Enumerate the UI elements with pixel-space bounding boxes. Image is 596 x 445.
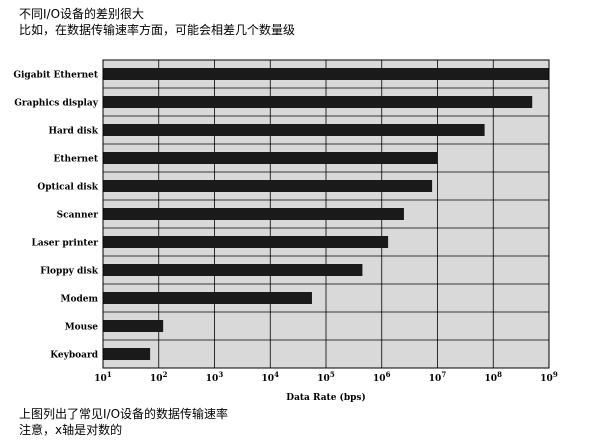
category-label: Hard disk xyxy=(48,127,98,137)
heading-text: 不同I/O设备的差别很大 xyxy=(19,7,145,21)
bar xyxy=(103,96,533,108)
category-label: Keyboard xyxy=(50,351,98,361)
bar xyxy=(103,208,404,220)
intro-text: 比如，在数据传输速率方面，可能会相差几个数量级 xyxy=(19,23,296,37)
x-tick-labels: 101 102 103 104 105 106 107 108 109 xyxy=(94,370,558,384)
x-tick-label: 101 xyxy=(94,370,112,384)
x-tick-label: 102 xyxy=(150,370,168,384)
plot-border xyxy=(102,59,550,369)
x-tick-label: 109 xyxy=(540,370,558,384)
bar xyxy=(103,152,438,164)
caption-text: 上图列出了常见I/O设备的数据传输速率 xyxy=(19,407,229,421)
bar xyxy=(103,348,151,360)
x-tick-label: 108 xyxy=(485,370,503,384)
category-labels: Gigabit Ethernet Graphics display Hard dis… xyxy=(13,71,99,361)
bar xyxy=(103,264,363,276)
bar xyxy=(103,124,485,136)
category-label: Optical disk xyxy=(37,183,98,193)
category-label: Gigabit Ethernet xyxy=(13,71,99,81)
bar xyxy=(103,180,433,192)
x-tick-label: 106 xyxy=(373,370,391,384)
category-label: Floppy disk xyxy=(40,267,99,277)
intro-text-block: 不同I/O设备的差别很大 比如，在数据传输速率方面，可能会相差几个数量级 xyxy=(19,6,589,38)
bar xyxy=(103,292,312,304)
x-tick-label: 104 xyxy=(262,370,280,384)
x-tick-label: 103 xyxy=(206,370,224,384)
category-label: Laser printer xyxy=(32,239,99,249)
x-tick-label: 105 xyxy=(317,370,335,384)
category-label: Scanner xyxy=(57,211,99,221)
bar xyxy=(103,320,164,332)
note-text: 注意，x轴是对数的 xyxy=(19,423,123,437)
caption-text-block: 上图列出了常见I/O设备的数据传输速率 注意，x轴是对数的 xyxy=(19,406,589,438)
x-tick-label: 107 xyxy=(429,370,447,384)
x-axis-title: Data Rate (bps) xyxy=(286,392,365,403)
grid-lines xyxy=(102,60,550,368)
category-label: Graphics display xyxy=(14,99,99,109)
category-label: Mouse xyxy=(65,323,99,333)
bar xyxy=(103,236,389,248)
bar xyxy=(103,68,549,80)
category-label: Ethernet xyxy=(54,155,99,165)
bars xyxy=(103,68,549,360)
category-label: Modem xyxy=(60,295,98,305)
